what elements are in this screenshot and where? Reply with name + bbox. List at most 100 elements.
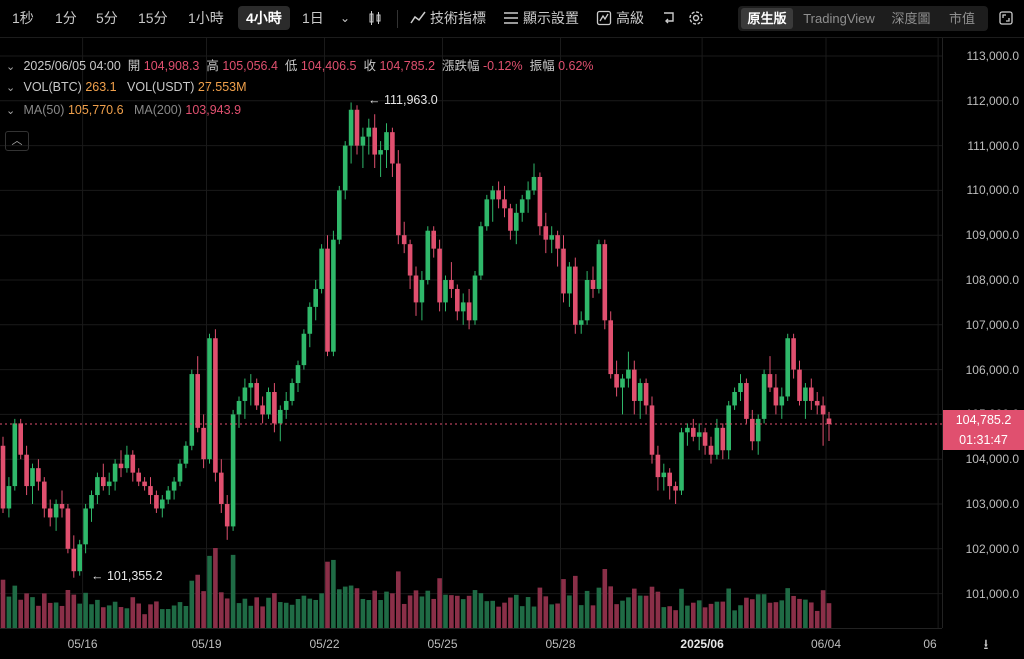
view-marketcap-tab[interactable]: 市值 xyxy=(948,11,975,26)
chart-toolbar: 1秒 1分 5分 15分 1小時 4小時 1日 ⌄ 技術指標 顯示設置 高級 原… xyxy=(0,0,1024,38)
volume-bar xyxy=(702,607,708,628)
interval-5m[interactable]: 5分 xyxy=(96,10,118,26)
volume-bar xyxy=(219,592,224,628)
volume-bar xyxy=(401,603,407,628)
time-tick-label: 05/19 xyxy=(191,637,222,651)
interval-4h[interactable]: 4小時 xyxy=(238,6,290,30)
volume-bar xyxy=(378,600,383,628)
undo-icon[interactable] xyxy=(661,6,681,30)
candle-body xyxy=(573,266,578,325)
candle-style-icon[interactable] xyxy=(367,6,387,30)
candle-body xyxy=(18,423,23,455)
interval-more-chevron-icon[interactable]: ⌄ xyxy=(340,11,351,25)
toolbar-divider xyxy=(397,10,398,28)
volume-bar xyxy=(632,588,637,628)
candle-body xyxy=(266,392,271,415)
volume-bar xyxy=(154,601,159,628)
volume-bar xyxy=(30,597,35,628)
candle-body xyxy=(289,383,295,401)
interval-1h[interactable]: 1小時 xyxy=(188,10,224,26)
volume-bar xyxy=(472,590,478,628)
volume-bar xyxy=(679,588,684,628)
candle-body xyxy=(372,127,377,155)
price-tick-label: 107,000.0 xyxy=(965,317,1019,332)
legend-high-label: 高 xyxy=(206,59,219,73)
time-tick-label: 05/25 xyxy=(427,637,458,651)
price-tick-label: 110,000.0 xyxy=(966,183,1020,198)
candle-body xyxy=(685,427,690,433)
volume-bar xyxy=(502,602,507,628)
fullscreen-icon[interactable] xyxy=(998,6,1018,30)
interval-15m[interactable]: 15分 xyxy=(138,10,168,26)
view-native-tab[interactable]: 原生版 xyxy=(741,8,793,29)
candle-body xyxy=(272,392,277,424)
candle-body xyxy=(407,244,413,276)
candle-body xyxy=(425,230,431,280)
candle-body xyxy=(602,244,608,321)
volume-bar xyxy=(431,598,436,628)
volume-bar xyxy=(213,548,218,628)
ohlc-legend: ⌄ 2025/06/05 04:00 開 104,908.3 高 105,056… xyxy=(6,55,594,74)
candle-body xyxy=(136,472,141,482)
time-axis[interactable]: 05/16 05/19 05/22 05/25 05/28 2025/06 06/04 06 xyxy=(0,628,942,659)
candle-body xyxy=(519,199,525,213)
view-depth-tab[interactable]: 深度圖 xyxy=(891,11,931,26)
auto-scale-icon[interactable]: ⭳ xyxy=(983,636,989,652)
candle-body xyxy=(655,454,661,478)
volume-bar xyxy=(826,603,832,628)
indicators-button[interactable]: 技術指標 xyxy=(410,6,486,30)
ma200-label: MA(200) xyxy=(133,103,182,117)
display-settings-button[interactable]: 顯示設置 xyxy=(503,6,579,30)
chart-grid xyxy=(0,38,942,628)
candlestick-chart[interactable] xyxy=(0,38,1024,628)
candle-body xyxy=(679,432,684,491)
advanced-icon xyxy=(596,10,612,26)
volume-bar xyxy=(42,593,47,628)
legend-high: 105,056.4 xyxy=(222,59,278,73)
volume-bar xyxy=(514,594,519,628)
collapse-chevron-icon[interactable]: ⌄ xyxy=(6,82,16,94)
volume-bar xyxy=(248,605,254,628)
candle-body xyxy=(779,396,785,406)
vol-btc-value: 263.1 xyxy=(85,80,117,94)
volume-bar xyxy=(555,603,560,628)
interval-1s[interactable]: 1秒 xyxy=(12,10,34,26)
candle-body xyxy=(0,445,6,509)
volume-bar xyxy=(407,595,413,628)
legend-low: 104,406.5 xyxy=(300,59,357,73)
legend-change: -0.12% xyxy=(483,59,523,73)
volume-bar xyxy=(561,579,566,628)
volume-bar xyxy=(0,579,6,628)
volume-bar xyxy=(165,609,171,628)
volume-bar xyxy=(83,592,88,628)
volume-bar xyxy=(307,598,313,628)
volume-bar xyxy=(89,604,94,628)
candle-body xyxy=(342,145,348,191)
volume-bar xyxy=(101,607,106,628)
price-axis[interactable]: 113,000.0 112,000.0 111,000.0 110,000.0 109,… xyxy=(942,38,1024,628)
view-tradingview-tab[interactable]: TradingView xyxy=(803,11,875,26)
candle-body xyxy=(413,275,419,303)
advanced-button[interactable]: 高級 xyxy=(596,6,644,30)
candle-body xyxy=(773,387,779,406)
candle-body xyxy=(384,132,389,151)
time-tick-label: 05/28 xyxy=(545,637,576,651)
interval-1m[interactable]: 1分 xyxy=(55,10,77,26)
collapse-chevron-icon[interactable]: ⌄ xyxy=(6,61,16,73)
volume-bar xyxy=(478,593,484,628)
volume-bar xyxy=(136,603,141,628)
candle-body xyxy=(567,266,572,294)
candle-body xyxy=(30,468,35,487)
interval-1d[interactable]: 1日 xyxy=(302,10,324,26)
candle-body xyxy=(596,244,602,289)
candle-body xyxy=(201,427,206,460)
volume-bar xyxy=(95,599,100,628)
settings-gear-icon[interactable] xyxy=(688,6,708,30)
volume-bar xyxy=(803,599,808,628)
collapse-chevron-icon[interactable]: ⌄ xyxy=(6,105,16,117)
volume-bar xyxy=(272,593,277,628)
candle-body xyxy=(42,481,47,509)
volume-bar xyxy=(77,603,82,628)
candle-body xyxy=(401,235,407,245)
collapse-legend-button[interactable]: ︿ xyxy=(5,131,29,151)
